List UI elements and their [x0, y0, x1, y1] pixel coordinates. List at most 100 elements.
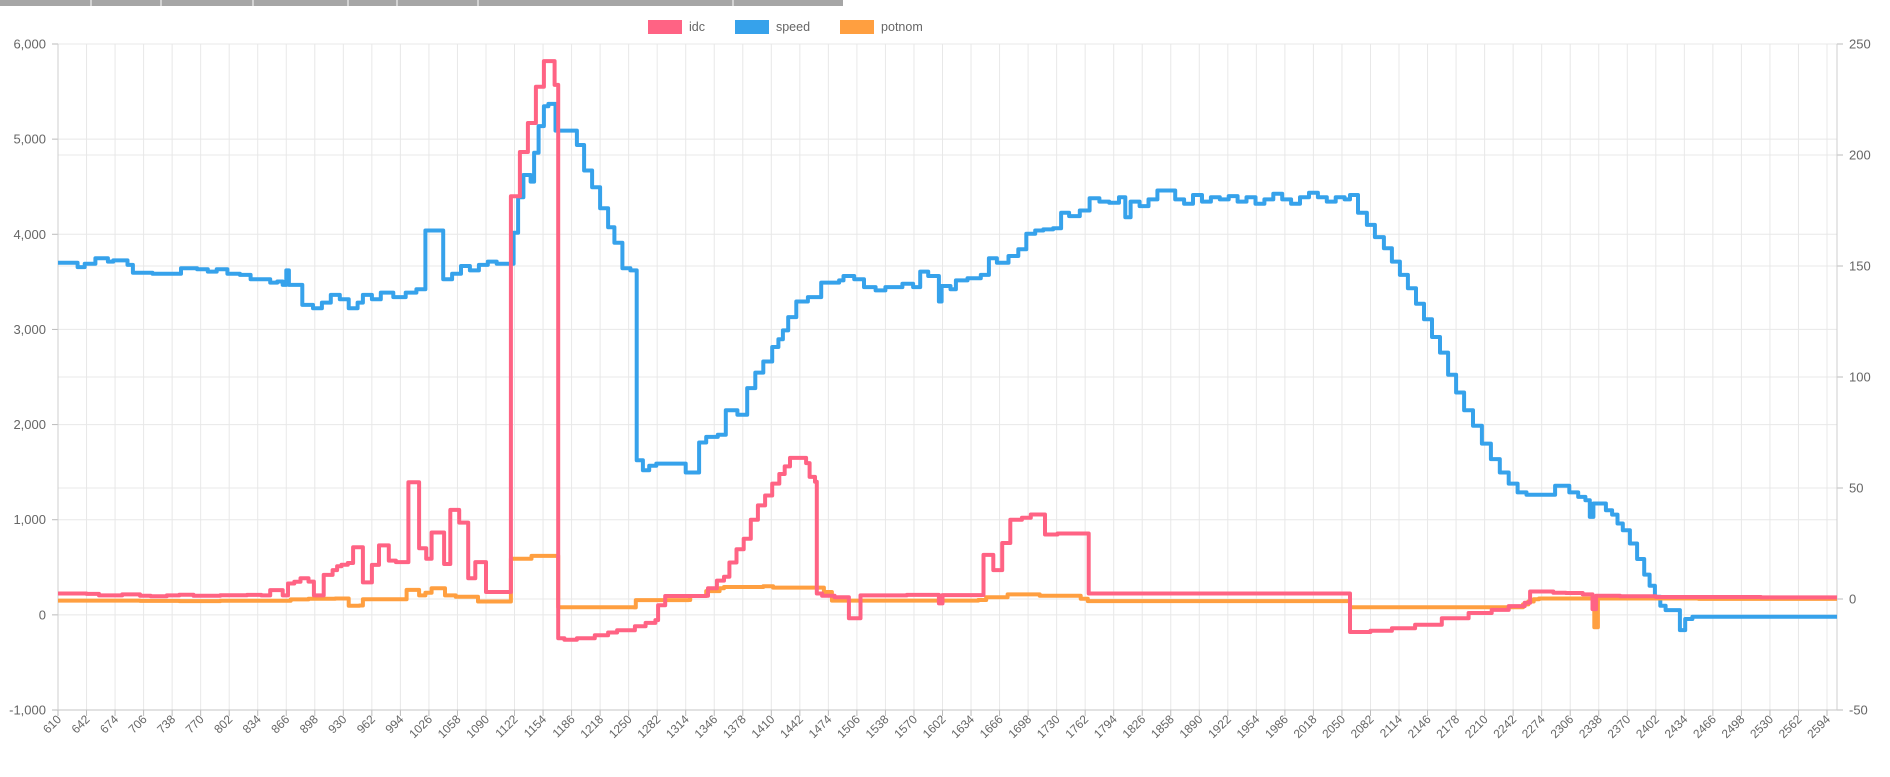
legend-swatch-potnom — [840, 20, 875, 34]
x-tick-label: 866 — [268, 712, 292, 736]
x-tick-label: 674 — [97, 712, 121, 736]
x-tick-label: 1346 — [692, 712, 721, 741]
x-tick-label: 1378 — [720, 712, 749, 741]
x-tick-label: 834 — [240, 712, 264, 736]
x-tick-label: 2178 — [1433, 712, 1462, 741]
x-tick-label: 1890 — [1177, 712, 1206, 741]
x-tick-label: 2082 — [1348, 712, 1377, 741]
y-left-tick-label: 1,000 — [13, 512, 46, 527]
y-right-tick-label: 200 — [1849, 148, 1871, 163]
x-tick-label: 1858 — [1148, 712, 1177, 741]
x-tick-label: 2466 — [1690, 712, 1719, 741]
x-tick-label: 898 — [297, 712, 321, 736]
x-tick-label: 706 — [126, 712, 150, 736]
y-left-tick-label: 3,000 — [13, 322, 46, 337]
tab-divider — [732, 0, 734, 6]
x-tick-label: 1154 — [521, 712, 549, 740]
tab-divider — [90, 0, 92, 6]
x-tick-label: 738 — [154, 712, 178, 736]
legend-item-potnom[interactable]: potnom — [840, 20, 923, 34]
x-tick-label: 1250 — [606, 712, 635, 741]
tab-divider — [160, 0, 162, 6]
tab-divider — [347, 0, 349, 6]
tab-divider — [396, 0, 398, 6]
x-tick-label: 1602 — [920, 712, 949, 741]
x-tick-label: 930 — [325, 712, 349, 736]
x-tick-label: 2306 — [1548, 712, 1577, 741]
x-tick-label: 962 — [354, 712, 378, 736]
x-tick-label: 1826 — [1120, 712, 1149, 741]
x-tick-label: 2530 — [1747, 712, 1776, 741]
x-tick-label: 2210 — [1462, 712, 1491, 741]
x-tick-label: 1314 — [663, 712, 692, 741]
x-tick-label: 2370 — [1605, 712, 1634, 741]
grid-lines — [52, 43, 1843, 716]
x-tick-label: 1506 — [834, 712, 863, 741]
legend-item-speed[interactable]: speed — [734, 20, 811, 34]
y-right-tick-label: 250 — [1849, 37, 1871, 52]
x-tick-label: 2498 — [1719, 712, 1748, 741]
legend-item-idc[interactable]: idc — [648, 20, 705, 34]
tab-divider — [477, 0, 479, 6]
x-tick-label: 2146 — [1405, 712, 1434, 741]
y-left-tick-label: 0 — [39, 607, 46, 622]
x-tick-label: 1730 — [1034, 712, 1063, 741]
x-tick-label: 2242 — [1490, 712, 1519, 741]
x-tick-label: 1090 — [463, 712, 492, 741]
x-tick-label: 1474 — [806, 712, 835, 741]
series-line-speed — [58, 101, 1837, 633]
x-tick-label: 2562 — [1776, 712, 1805, 741]
x-tick-label: 2594 — [1804, 712, 1833, 741]
x-tick-label: 1282 — [635, 712, 664, 741]
y-left-tick-label: 5,000 — [13, 132, 46, 147]
x-tick-label: 1410 — [749, 712, 778, 741]
x-tick-label: 1666 — [977, 712, 1006, 741]
x-tick-label: 1986 — [1262, 712, 1291, 741]
x-tick-label: 2050 — [1319, 712, 1348, 741]
window-tab-strip — [0, 0, 843, 6]
x-tick-label: 1922 — [1205, 712, 1234, 741]
x-tick-label: 1122 — [492, 712, 520, 740]
plot-area[interactable] — [58, 59, 1838, 642]
x-tick-label: 1794 — [1091, 712, 1120, 741]
y-right-tick-label: 0 — [1849, 592, 1856, 607]
legend-label: idc — [689, 20, 705, 34]
x-tick-label: 2338 — [1576, 712, 1605, 741]
y-right-tick-label: 100 — [1849, 370, 1871, 385]
x-tick-label: 1954 — [1234, 712, 1263, 741]
x-tick-label: 2434 — [1662, 712, 1691, 741]
x-tick-label: 2274 — [1519, 712, 1548, 741]
axis-labels: 6,000 5,000 4,000 3,000 2,000 1,000 0 -1,000 250… — [9, 37, 1871, 742]
x-tick-label: 770 — [183, 712, 207, 736]
y-left-tick-label: 2,000 — [13, 417, 46, 432]
x-tick-label: 2402 — [1633, 712, 1662, 741]
x-tick-label: 802 — [211, 712, 235, 736]
series-line-idc — [58, 59, 1837, 642]
y-right-tick-label: -50 — [1849, 703, 1868, 718]
x-tick-label: 1442 — [777, 712, 806, 741]
x-tick-label: 1218 — [577, 712, 606, 741]
x-tick-label: 1698 — [1005, 712, 1034, 741]
legend-label: potnom — [881, 20, 923, 34]
y-left-tick-label: 4,000 — [13, 227, 46, 242]
legend-swatch-idc — [648, 20, 682, 34]
x-tick-label: 1570 — [891, 712, 920, 741]
x-tick-label: 642 — [69, 712, 93, 736]
x-tick-label: 1058 — [435, 712, 464, 741]
x-tick-label: 1186 — [550, 712, 578, 740]
y-left-tick-label: 6,000 — [13, 37, 46, 52]
x-tick-label: 994 — [382, 712, 406, 736]
x-tick-label: 1538 — [863, 712, 892, 741]
chart-legend: idc speed potnom — [648, 20, 923, 34]
legend-label: speed — [775, 20, 811, 34]
tab-divider — [252, 0, 254, 6]
x-tick-label: 1634 — [948, 712, 977, 741]
y-left-tick-label: -1,000 — [9, 703, 46, 718]
x-tick-label: 1026 — [406, 712, 435, 741]
x-tick-label: 2114 — [1377, 712, 1405, 740]
x-tick-label: 1762 — [1063, 712, 1092, 741]
legend-swatch-speed — [734, 20, 769, 34]
x-tick-label: 2018 — [1291, 712, 1320, 741]
